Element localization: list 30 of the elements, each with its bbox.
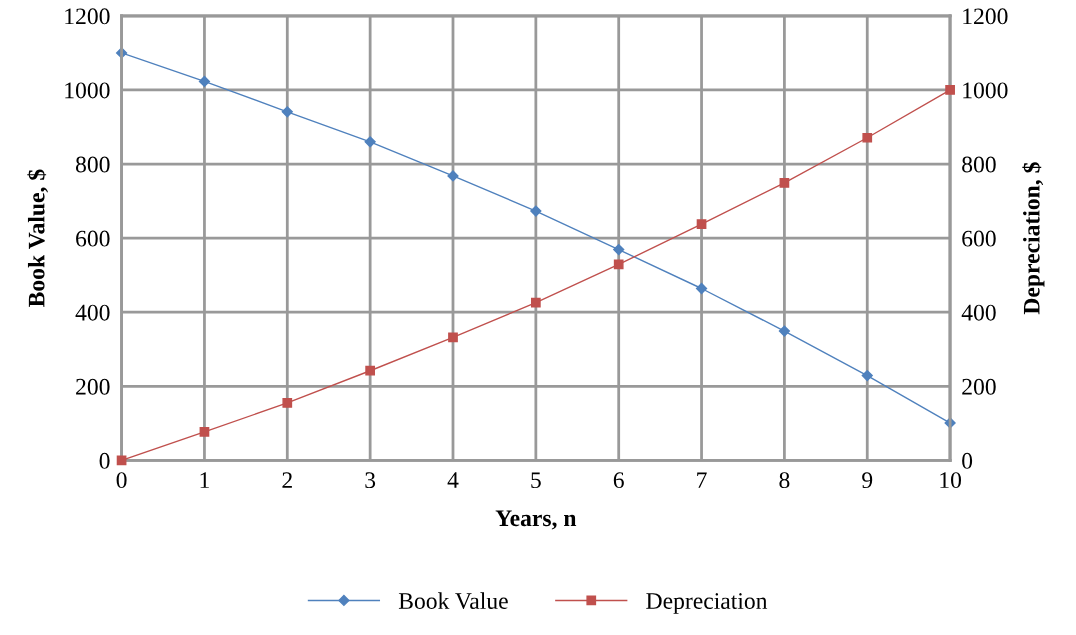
legend-label: Book Value (398, 592, 508, 610)
y-tick-label: 1000 (65, 82, 110, 99)
x-tick-label: 1 (200, 472, 209, 488)
y2-tick-label: 0 (962, 452, 973, 469)
y-tick-label: 400 (75, 304, 110, 321)
legend-label: Depreciation (646, 593, 768, 614)
y2-tick-label: 400 (961, 304, 996, 321)
x-tick-label: 10 (940, 472, 962, 489)
x-tick-label: 6 (613, 472, 624, 489)
y2-tick-label: 600 (962, 230, 996, 247)
y2-tick-label: 800 (962, 156, 996, 173)
y-tick-label: 0 (99, 452, 110, 469)
y2-tick-label: 1000 (963, 82, 1008, 99)
x-tick-label: 8 (779, 472, 790, 489)
y-tick-label: 600 (76, 230, 110, 247)
x-tick-label: 5 (531, 472, 541, 489)
y2-tick-label: 200 (962, 378, 996, 395)
y-tick-label: 200 (76, 378, 110, 395)
x-tick-label: 7 (697, 472, 707, 488)
y2-axis-title: Depreciation, $ (1022, 162, 1045, 315)
x-tick-label: 0 (116, 472, 127, 489)
x-tick-label: 9 (862, 472, 873, 489)
y-tick-label: 1200 (65, 8, 110, 25)
y-tick-label: 800 (75, 156, 110, 173)
x-axis-title: Years, n (495, 510, 577, 530)
y-axis-title: Book Value, $ (27, 169, 48, 307)
x-tick-label: 2 (282, 472, 292, 488)
x-tick-label: 3 (365, 472, 376, 489)
x-tick-label: 4 (447, 472, 459, 488)
y2-tick-label: 1200 (963, 8, 1008, 25)
